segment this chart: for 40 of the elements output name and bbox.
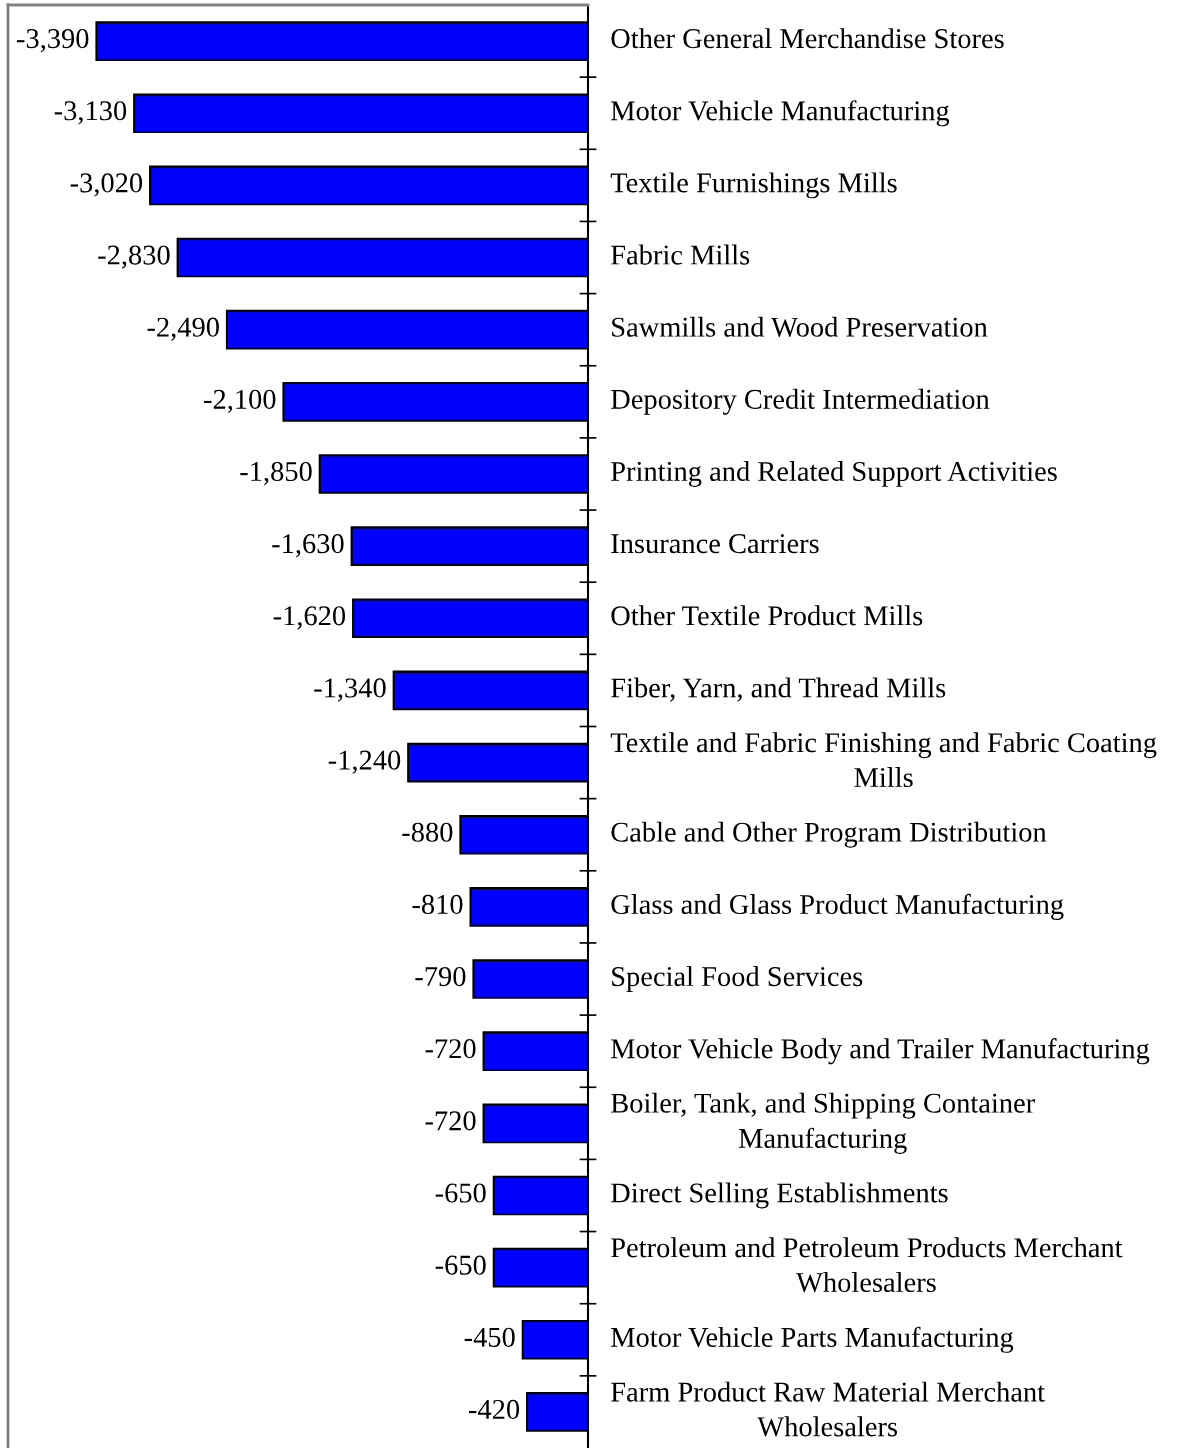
y-tick-label: Farm Product Raw Material Merchant Wholesalers	[611, 1381, 1045, 1437]
y-tick-label: Direct Selling Establishments	[611, 1182, 948, 1209]
data-label: -1,620	[273, 606, 346, 630]
data-label: -720	[425, 1039, 476, 1059]
y-tick-label: Other General Merchandise Stores	[611, 28, 1004, 49]
data-label: -2,100	[204, 389, 276, 414]
data-label: -3,020	[70, 173, 143, 197]
y-tick-label: Sawmills and Wood Preservation	[612, 316, 988, 337]
data-label: -420	[469, 1399, 520, 1420]
data-label: -3,390	[17, 28, 89, 53]
y-tick-label: Fiber, Yarn, and Thread Mills	[611, 677, 946, 702]
y-tick-label: Insurance Carriers	[611, 534, 819, 554]
data-label: -2,830	[98, 245, 170, 269]
data-label: -810	[412, 894, 463, 914]
data-label: -1,340	[314, 678, 386, 702]
y-tick-label: Printing and Related Support Activities	[611, 461, 1057, 487]
y-tick-label: Cable and Other Program Distribution	[611, 821, 1047, 848]
y-tick-label: Petroleum and Petroleum Products Merchant Wholesalers	[611, 1237, 1123, 1293]
y-tick-label: Depository Credit Intermediation	[611, 388, 990, 415]
y-tick-label: Textile Furnishings Mills	[610, 172, 897, 199]
data-label: -1,240	[328, 750, 401, 774]
y-tick-label: Motor Vehicle Parts Manufacturing	[611, 1326, 1014, 1353]
y-tick-label: Special Food Services	[612, 966, 863, 992]
y-tick-label: Glass and Glass Product Manufacturing	[611, 893, 1064, 920]
data-label: -3,130	[54, 101, 127, 125]
data-label: -450	[464, 1327, 515, 1347]
data-label: -650	[435, 1183, 486, 1203]
data-label: -650	[435, 1255, 486, 1275]
y-tick-label: Motor Vehicle Body and Trailer Manufacturing	[611, 1038, 1150, 1065]
data-label: -1,850	[240, 461, 312, 486]
y-tick-label: Fabric Mills	[611, 244, 750, 265]
y-tick-label: Other Textile Product Mills	[611, 605, 923, 626]
data-label: -880	[402, 822, 453, 842]
data-label: -790	[415, 966, 466, 987]
y-tick-label: Textile and Fabric Finishing and Fabric Coating Mills	[610, 732, 1157, 788]
y-tick-label: Boiler, Tank, and Shipping Container Manufacturing	[611, 1092, 1035, 1154]
data-label: -2,490	[147, 317, 219, 341]
y-tick-label: Motor Vehicle Manufacturing	[611, 100, 950, 127]
data-label: -1,630	[272, 534, 344, 558]
data-label: -720	[425, 1111, 476, 1131]
